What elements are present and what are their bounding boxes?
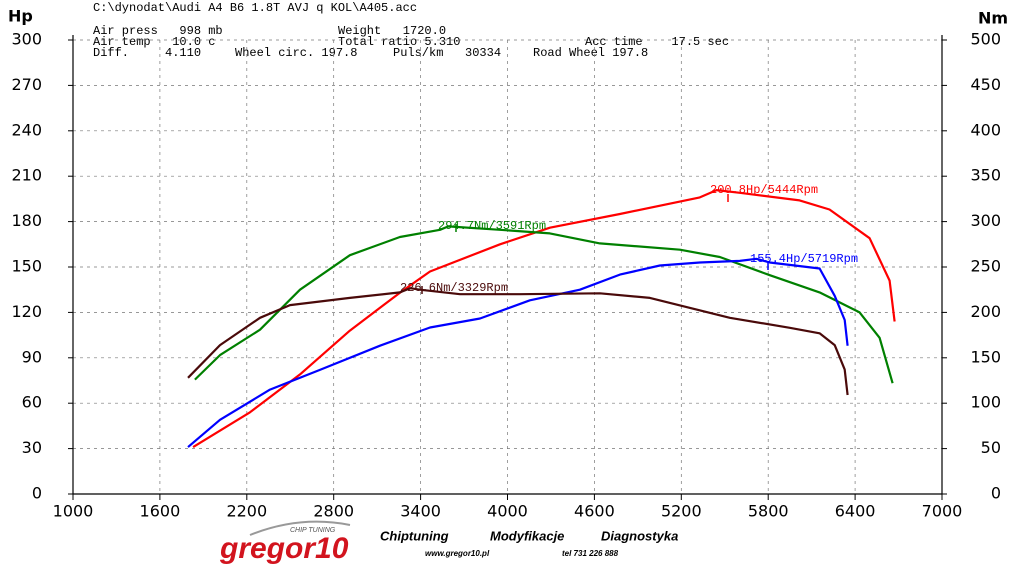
y2-tick-label: 50: [981, 438, 1001, 457]
x-tick-label: 4600: [574, 502, 615, 521]
y2-axis-title: Nm: [978, 9, 1008, 28]
x-tick-label: 2800: [313, 502, 354, 521]
header-text: Weight 1720.0: [338, 24, 446, 38]
series-line: [192, 189, 896, 449]
annotation: 294.7Nm/3591Rpm: [438, 219, 546, 233]
y2-tick-label: 100: [970, 393, 1001, 412]
y-tick-label: 120: [11, 302, 42, 321]
x-tick-label: 5200: [661, 502, 702, 521]
header-text: Road Wheel 197.8: [533, 46, 648, 60]
series-line: [194, 225, 894, 384]
series-line: [187, 257, 849, 448]
series-line: [187, 287, 849, 396]
x-tick-label: 6400: [835, 502, 876, 521]
logo: gregor10: [219, 532, 349, 565]
y2-tick-label: 450: [970, 75, 1001, 94]
footer-phone: tel 731 226 888: [562, 549, 619, 558]
x-tick-label: 7000: [922, 502, 963, 521]
x-tick-label: 1000: [53, 502, 94, 521]
y2-tick-label: 250: [970, 257, 1001, 276]
footer-text: Modyfikacje: [490, 528, 564, 543]
y-tick-label: 60: [22, 393, 42, 412]
footer-text: Chiptuning: [380, 528, 449, 543]
header-text: Air temp 10.0 c: [93, 35, 215, 49]
y2-tick-label: 200: [970, 302, 1001, 321]
x-tick-label: 2200: [226, 502, 267, 521]
header-text: Wheel circ. 197.8: [235, 46, 357, 60]
y-tick-label: 300: [11, 30, 42, 49]
header-text: C:\dynodat\Audi A4 B6 1.8T AVJ q KOL\A40…: [93, 1, 417, 15]
logo-subtitle: CHIP TUNING: [290, 527, 336, 534]
y-tick-label: 180: [11, 211, 42, 230]
annotation: 155.4Hp/5719Rpm: [750, 252, 858, 266]
y-axis-title: Hp: [8, 7, 33, 26]
y2-tick-label: 300: [970, 211, 1001, 230]
y-tick-label: 270: [11, 75, 42, 94]
y-tick-label: 210: [11, 166, 42, 185]
header-text: Acc time 17.5 sec: [585, 35, 729, 49]
x-tick-label: 4000: [487, 502, 528, 521]
y2-tick-label: 350: [970, 166, 1001, 185]
x-tick-label: 1600: [140, 502, 181, 521]
y-tick-label: 30: [22, 438, 42, 457]
header-text: Total ratio 5.310: [338, 35, 460, 49]
header-text: Air press 998 mb: [93, 24, 223, 38]
y2-tick-label: 0: [991, 484, 1001, 503]
annotation: 226.6Nm/3329Rpm: [400, 281, 508, 295]
y2-tick-label: 500: [970, 30, 1001, 49]
annotation: 200.8Hp/5444Rpm: [710, 183, 818, 197]
footer-text: Diagnostyka: [601, 528, 678, 543]
x-tick-label: 5800: [748, 502, 789, 521]
y2-tick-label: 150: [970, 347, 1001, 366]
logo-swoosh: [249, 520, 351, 536]
y-tick-label: 150: [11, 257, 42, 276]
y-tick-label: 90: [22, 347, 42, 366]
axis-frame: [72, 35, 943, 495]
y-tick-label: 0: [32, 484, 42, 503]
header-text: Puls/km 30334: [393, 46, 501, 60]
y-tick-label: 240: [11, 120, 42, 139]
y2-tick-label: 400: [970, 120, 1001, 139]
footer-url: www.gregor10.pl: [425, 549, 490, 558]
x-tick-label: 3400: [400, 502, 441, 521]
header-text: Diff. 4.110: [93, 46, 201, 60]
